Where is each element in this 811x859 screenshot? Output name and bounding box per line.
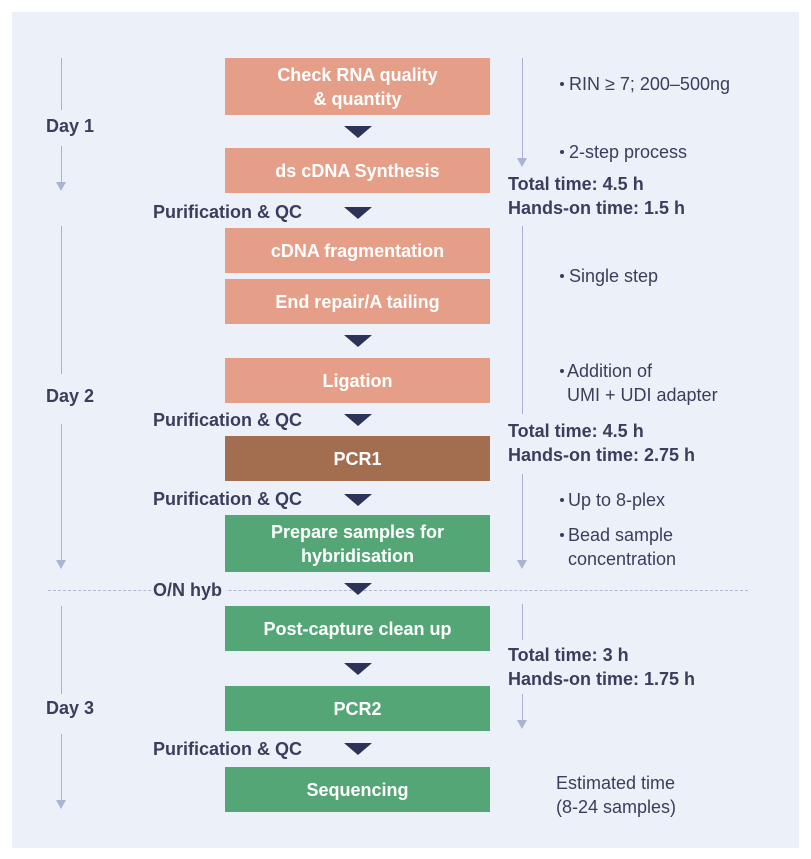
overnight-hyb-label: O/N hyb [153,580,227,601]
purification-qc-label-4: Purification & QC [153,739,303,759]
total-time-day2: Total time: 4.5 h [508,421,644,441]
step-check-rna-line2: & quantity [313,88,402,109]
purification-qc-label-1: Purification & QC [153,202,303,222]
step-ds-cdna-label: ds cDNA Synthesis [275,160,440,181]
step-pcr2-label: PCR2 [333,698,382,719]
step-check-rna-line1: Check RNA quality [277,64,438,85]
hands-on-time-day3: Hands-on time: 1.75 h [508,669,696,689]
right-timeline-3 [522,474,523,560]
bullet-addition [560,369,564,373]
right-timeline-3-arrowhead [517,560,527,569]
day3-label: Day 3 [46,698,95,718]
day1-timeline-bottom [61,146,62,182]
note-addition-line1: Addition of [567,361,653,381]
flow-arrow-1 [344,126,372,138]
bullet-two-step [560,150,564,154]
step-ligation-label: Ligation [322,370,393,391]
step-sequencing: Sequencing [225,767,490,812]
bullet-rin [560,82,564,86]
note-estimated-line1: Estimated time [556,773,676,793]
purification-qc-label-2: Purification & QC [153,410,303,430]
flow-arrow-3 [344,335,372,347]
right-timeline-1-arrowhead [517,158,527,167]
bullet-bead [560,533,564,537]
step-prepare-samples: Prepare samples for hybridisation [225,515,490,572]
step-end-repair-label: End repair/A tailing [275,291,440,312]
overnight-divider [48,590,748,591]
day1-timeline-top [61,58,62,110]
total-time-day1: Total time: 4.5 h [508,174,644,194]
step-ds-cdna: ds cDNA Synthesis [225,148,490,193]
right-timeline-2 [522,226,523,414]
flow-arrow-8 [344,743,372,755]
hands-on-time-day2: Hands-on time: 2.75 h [508,445,696,465]
hands-on-time-day1: Hands-on time: 1.5 h [508,198,686,218]
step-pcr2: PCR2 [225,686,490,731]
right-timeline-5-arrowhead [517,720,527,729]
right-timeline-1 [522,58,523,158]
note-single-step: Single step [569,266,659,286]
right-timeline-5 [522,694,523,720]
note-bead-line2: concentration [568,549,677,569]
flow-arrow-2 [344,207,372,219]
day3-timeline-top [61,606,62,694]
note-bead-line1: Bead sample [568,525,674,545]
flow-arrow-5 [344,494,372,506]
step-pcr1: PCR1 [225,436,490,481]
step-prepare-samples-line1: Prepare samples for [270,521,445,542]
day2-label: Day 2 [46,386,95,406]
note-estimated-line2: (8-24 samples) [556,797,677,817]
step-post-capture-label: Post-capture clean up [263,618,452,639]
step-pcr1-label: PCR1 [333,448,382,469]
day2-timeline-top [61,226,62,374]
day2-timeline-bottom [61,424,62,560]
flow-arrow-7 [344,663,372,675]
bullet-up-to [560,498,564,502]
step-ligation: Ligation [225,358,490,403]
day1-label: Day 1 [46,116,95,136]
step-cdna-fragmentation-label: cDNA fragmentation [270,240,445,261]
day3-timeline-bottom [61,734,62,800]
note-rin: RIN ≥ 7; 200–500ng [569,74,730,94]
flow-arrow-4 [344,414,372,426]
note-up-to: Up to 8-plex [568,490,666,510]
step-sequencing-label: Sequencing [306,779,409,800]
day3-timeline-arrowhead [56,800,66,809]
step-post-capture: Post-capture clean up [225,606,490,651]
step-cdna-fragmentation: cDNA fragmentation [225,228,490,273]
day2-timeline-arrowhead [56,560,66,569]
note-addition-line2: UMI + UDI adapter [567,385,718,405]
day1-timeline-arrowhead [56,182,66,191]
step-check-rna: Check RNA quality & quantity [225,58,490,115]
step-end-repair: End repair/A tailing [225,279,490,324]
step-prepare-samples-line2: hybridisation [300,545,414,566]
purification-qc-label-3: Purification & QC [153,489,303,509]
bullet-single-step [560,274,564,278]
note-two-step: 2-step process [569,142,688,162]
total-time-day3: Total time: 3 h [508,645,629,665]
right-timeline-4 [522,604,523,640]
flow-arrow-6 [344,583,372,595]
